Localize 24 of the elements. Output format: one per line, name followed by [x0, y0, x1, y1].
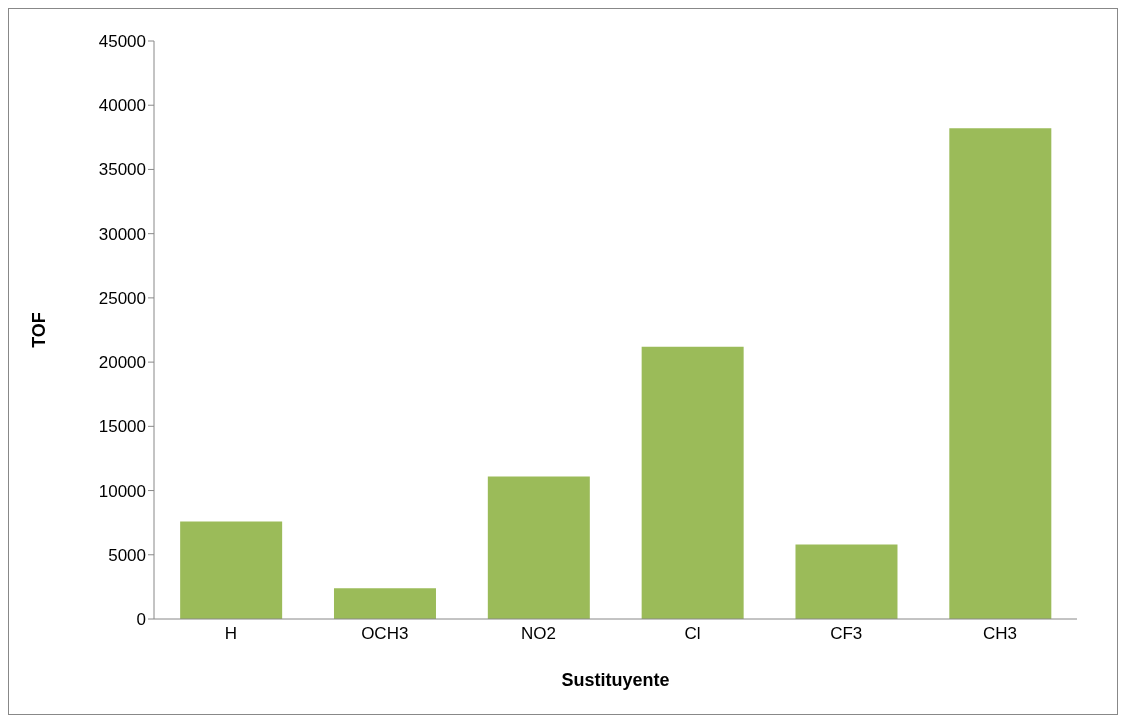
x-tick-label: H — [224, 624, 238, 644]
y-tick-label: 25000 — [98, 288, 146, 308]
x-tick-label: Cl — [684, 624, 701, 644]
x-tick-label: CH3 — [983, 624, 1018, 644]
bar — [180, 521, 283, 619]
x-axis-title: Sustituyente — [561, 670, 670, 690]
x-tick-label: NO2 — [521, 624, 557, 644]
x-tick-label: CF3 — [830, 624, 863, 644]
bar — [487, 476, 590, 619]
y-tick-label: 15000 — [98, 417, 146, 437]
y-tick-label: 40000 — [98, 96, 146, 116]
y-tick-label: 0 — [136, 610, 146, 630]
y-tick-label: 10000 — [98, 481, 146, 501]
y-tick-label: 35000 — [98, 160, 146, 180]
bar — [333, 588, 436, 619]
bar — [641, 346, 744, 619]
y-tick-label: 20000 — [98, 353, 146, 373]
x-tick-label: OCH3 — [361, 624, 409, 644]
bar — [949, 128, 1052, 619]
y-tick-label: 30000 — [98, 224, 146, 244]
bar — [795, 544, 898, 619]
y-tick-label: 5000 — [108, 545, 146, 565]
y-axis-title: TOF — [29, 312, 50, 348]
y-tick-label: 45000 — [98, 32, 146, 52]
